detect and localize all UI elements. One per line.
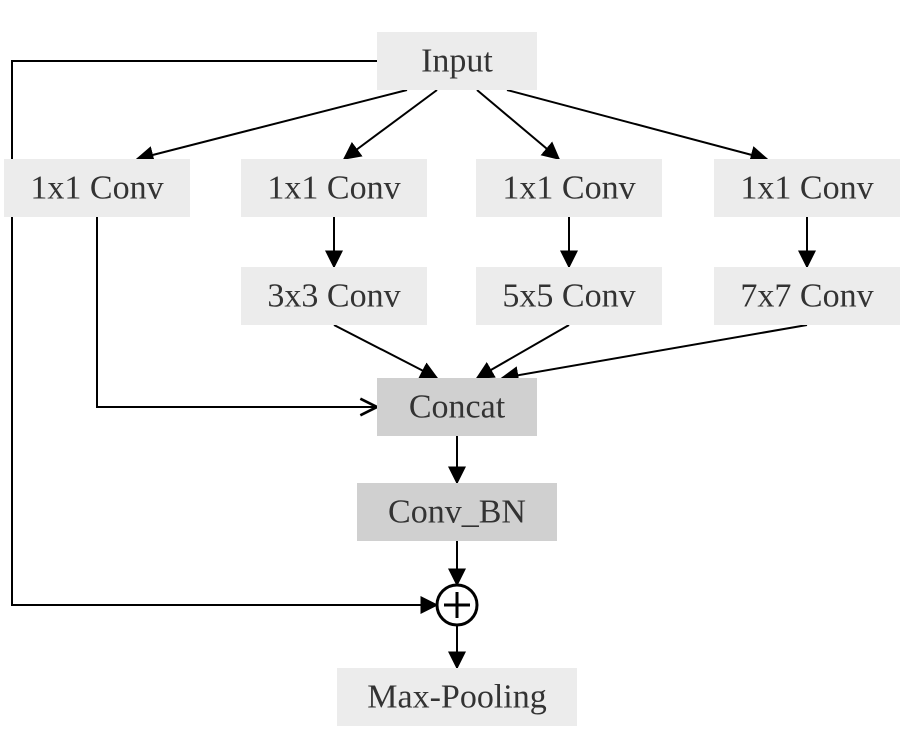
node-conv5: 5x5 Conv (476, 267, 662, 325)
node-conv3: 3x3 Conv (241, 267, 427, 325)
node-conv1_b: 1x1 Conv (241, 159, 427, 217)
edge (344, 90, 437, 159)
node-conv7: 7x7 Conv (714, 267, 900, 325)
edge (477, 325, 569, 378)
node-label: Input (421, 43, 493, 80)
node-label: 5x5 Conv (502, 278, 635, 315)
edge (334, 325, 437, 378)
node-label: Max-Pooling (367, 679, 546, 716)
edge (137, 90, 407, 159)
node-conv1_a: 1x1 Conv (4, 159, 190, 217)
node-label: 1x1 Conv (502, 170, 635, 207)
node-conv1_c: 1x1 Conv (476, 159, 662, 217)
node-label: Concat (409, 389, 506, 426)
node-concat: Concat (377, 378, 537, 436)
node-label: 1x1 Conv (740, 170, 873, 207)
node-maxpool: Max-Pooling (337, 668, 577, 726)
add-node (437, 585, 477, 625)
node-input: Input (377, 32, 537, 90)
node-label: Conv_BN (388, 494, 526, 531)
node-label: 1x1 Conv (30, 170, 163, 207)
edge (502, 325, 807, 378)
node-conv1_d: 1x1 Conv (714, 159, 900, 217)
node-label: 7x7 Conv (740, 278, 873, 315)
node-label: 1x1 Conv (267, 170, 400, 207)
node-label: 3x3 Conv (267, 278, 400, 315)
node-conv_bn: Conv_BN (357, 483, 557, 541)
